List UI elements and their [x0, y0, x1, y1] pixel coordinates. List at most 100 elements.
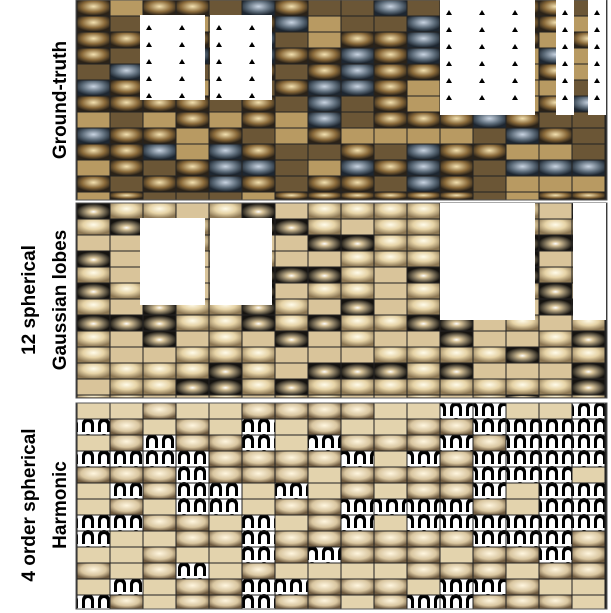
image-tile [276, 220, 308, 235]
image-tile [573, 564, 605, 579]
image-tile [309, 193, 341, 200]
image-tile [111, 220, 143, 235]
image-tile [408, 420, 440, 435]
image-tile [78, 404, 110, 419]
image-tile [474, 145, 506, 160]
blank-region [210, 218, 272, 305]
image-tile [210, 564, 242, 579]
image-tile [144, 380, 176, 395]
image-tile [78, 284, 110, 299]
image-tile [507, 129, 539, 144]
image-tile [474, 532, 506, 547]
image-tile [342, 596, 374, 609]
image-tile [540, 332, 572, 347]
image-tile [78, 596, 110, 609]
image-tile [276, 332, 308, 347]
image-tile [78, 177, 110, 192]
image-tile [375, 49, 407, 64]
image-tile [342, 452, 374, 467]
image-tile [144, 532, 176, 547]
image-tile [375, 484, 407, 499]
image-tile [540, 532, 572, 547]
image-tile [276, 380, 308, 395]
image-tile [309, 113, 341, 128]
image-tile [177, 364, 209, 379]
image-tile [210, 348, 242, 363]
image-tile [309, 364, 341, 379]
image-tile [276, 113, 308, 128]
image-tile [342, 129, 374, 144]
image-tile [342, 17, 374, 32]
image-tile [375, 145, 407, 160]
image-tile [78, 436, 110, 451]
image-tile [342, 580, 374, 595]
image-tile [243, 204, 275, 219]
image-tile [144, 177, 176, 192]
image-tile [210, 420, 242, 435]
image-tile [144, 484, 176, 499]
image-tile [540, 404, 572, 419]
image-tile [441, 348, 473, 363]
image-tile [210, 113, 242, 128]
image-tile [507, 380, 539, 395]
image-tile [408, 49, 440, 64]
image-tile [573, 177, 605, 192]
image-tile [309, 97, 341, 112]
image-tile [540, 436, 572, 451]
image-tile [507, 516, 539, 531]
image-tile [243, 316, 275, 331]
image-tile [111, 49, 143, 64]
panel-label: Harmonic [50, 461, 71, 549]
image-tile [441, 332, 473, 347]
image-tile [408, 236, 440, 251]
image-tile [111, 17, 143, 32]
image-tile [474, 332, 506, 347]
image-tile [375, 452, 407, 467]
blank-region [440, 0, 535, 115]
image-tile [408, 65, 440, 80]
image-tile [111, 500, 143, 515]
image-tile [111, 129, 143, 144]
image-tile [78, 580, 110, 595]
image-tile [276, 193, 308, 200]
image-tile [408, 500, 440, 515]
image-tile [375, 161, 407, 176]
image-tile [540, 284, 572, 299]
image-tile [540, 468, 572, 483]
image-tile [375, 300, 407, 315]
image-tile [276, 404, 308, 419]
image-tile [78, 81, 110, 96]
image-tile [507, 548, 539, 563]
image-tile [78, 268, 110, 283]
image-tile [309, 177, 341, 192]
image-tile [342, 332, 374, 347]
image-tile [177, 564, 209, 579]
image-tile [375, 332, 407, 347]
image-tile [507, 193, 539, 200]
image-tile [210, 436, 242, 451]
image-tile [474, 548, 506, 563]
image-tile [441, 548, 473, 563]
image-tile [111, 316, 143, 331]
image-tile [177, 177, 209, 192]
image-tile [375, 193, 407, 200]
image-tile [342, 500, 374, 515]
image-tile [111, 596, 143, 609]
image-tile [78, 500, 110, 515]
image-tile [210, 204, 242, 219]
image-tile [342, 268, 374, 283]
image-tile [507, 404, 539, 419]
image-tile [78, 193, 110, 200]
image-tile [474, 596, 506, 609]
image-tile [309, 17, 341, 32]
image-tile [243, 564, 275, 579]
image-tile [78, 532, 110, 547]
image-tile [111, 452, 143, 467]
image-tile [177, 500, 209, 515]
image-tile [342, 113, 374, 128]
image-tile [540, 484, 572, 499]
image-tile [210, 145, 242, 160]
image-tile [540, 193, 572, 200]
figure: Ground-truth12 sphericalGaussian lobes4 … [0, 0, 611, 613]
image-tile [111, 516, 143, 531]
